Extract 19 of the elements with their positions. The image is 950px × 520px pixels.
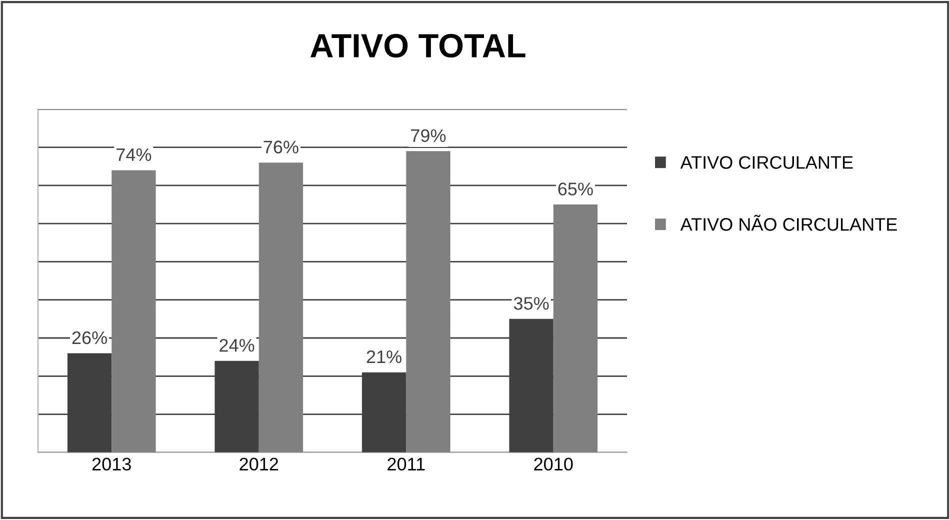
data-label: 79%	[411, 129, 446, 142]
data-label: 26%	[72, 331, 107, 344]
bar	[258, 162, 304, 452]
bar	[112, 170, 156, 452]
chart-title: ATIVO TOTAL	[310, 34, 526, 58]
data-label: 24%	[220, 338, 254, 352]
data-label: 74%	[116, 148, 152, 162]
data-label: 35%	[514, 297, 549, 310]
x-tick-label: 2012	[240, 458, 278, 471]
x-tick-label: 2011	[388, 458, 425, 471]
bar	[406, 151, 450, 452]
data-label: 21%	[366, 350, 402, 364]
legend-label: ATIVO NÃO CIRCULANTE	[680, 214, 897, 231]
data-label: 65%	[558, 182, 593, 196]
legend-label: ATIVO CIRCULANTE	[680, 156, 853, 169]
bar	[553, 204, 598, 452]
x-tick-label: 2013	[92, 458, 131, 471]
data-label: 76%	[264, 140, 298, 154]
x-tick-label: 2010	[534, 458, 573, 471]
